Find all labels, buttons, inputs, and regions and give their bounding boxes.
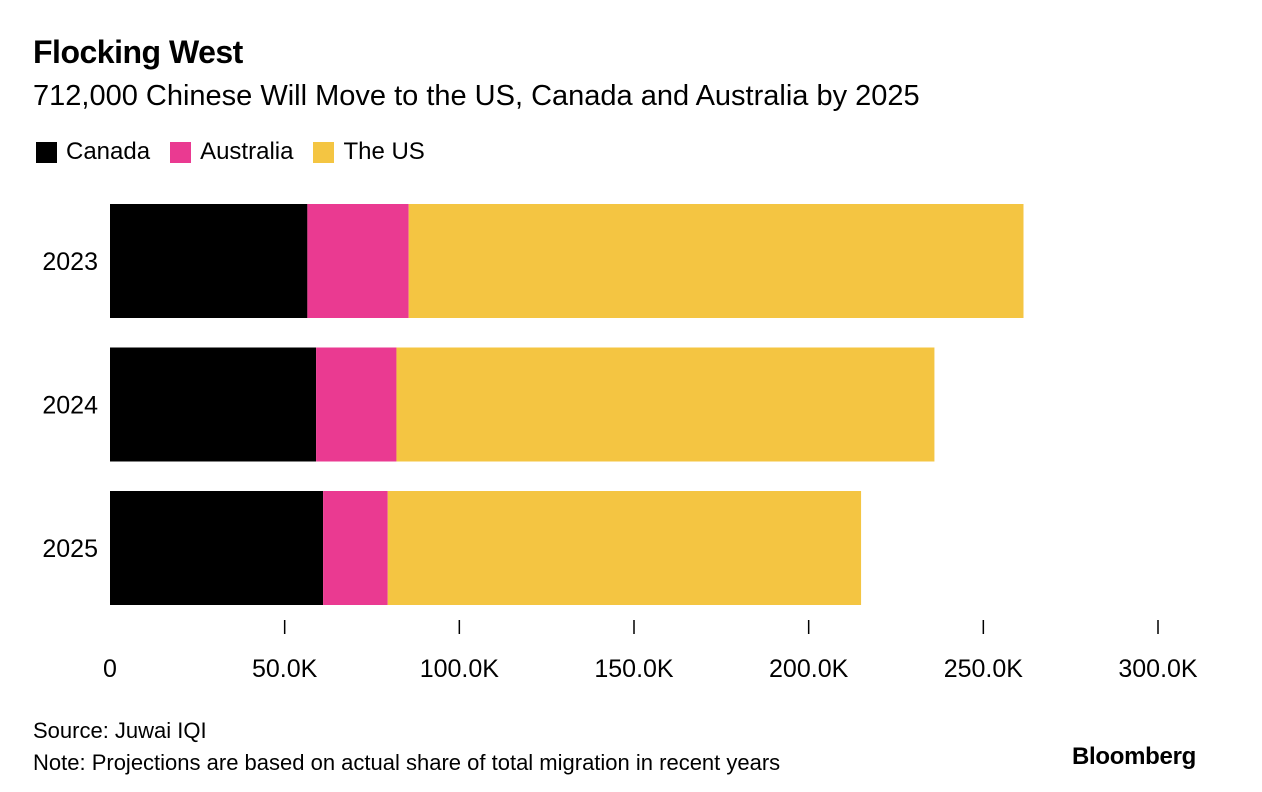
chart-subtitle: 712,000 Chinese Will Move to the US, Can… [33, 80, 920, 112]
legend: Canada Australia The US [36, 140, 445, 164]
bar-2023-canada [110, 204, 308, 318]
legend-label-canada: Canada [66, 138, 151, 165]
bar-2025-the-us [387, 491, 862, 605]
legend-label-the-us: The US [343, 138, 425, 165]
legend-item-canada: Canada [36, 140, 150, 164]
bar-2024-canada [110, 347, 317, 462]
legend-swatch-australia [170, 141, 192, 163]
bar-2024-australia [316, 347, 397, 462]
x-tick-label-0: 0 [103, 655, 117, 683]
x-tick-label-50-0k: 50.0K [252, 655, 318, 683]
bar-2023-the-us [408, 204, 1024, 318]
bloomberg-logo: Bloomberg [1072, 743, 1196, 770]
x-tick-label-150-0k: 150.0K [594, 655, 674, 683]
legend-item-australia: Australia [170, 140, 293, 164]
x-tick-label-250-0k: 250.0K [944, 655, 1024, 683]
bar-2025-australia [323, 491, 388, 605]
source-note: Source: Juwai IQI [33, 718, 207, 743]
legend-swatch-canada [36, 141, 57, 163]
bar-2023-australia [307, 204, 409, 318]
projection-note: Note: Projections are based on actual sh… [33, 750, 781, 775]
y-tick-label-2023: 2023 [42, 248, 98, 276]
bar-2024-the-us [396, 347, 935, 462]
x-tick-label-300-0k: 300.0K [1118, 655, 1198, 683]
legend-swatch-the-us [313, 141, 335, 163]
x-tick-label-200-0k: 200.0K [769, 655, 849, 683]
legend-item-the-us: The US [313, 138, 425, 165]
y-tick-label-2025: 2025 [42, 535, 98, 563]
chart-title: Flocking West [33, 34, 243, 70]
x-tick-label-100-0k: 100.0K [420, 655, 500, 683]
legend-label-australia: Australia [200, 138, 294, 165]
y-tick-label-2024: 2024 [42, 392, 98, 420]
bar-2025-canada [110, 491, 324, 605]
